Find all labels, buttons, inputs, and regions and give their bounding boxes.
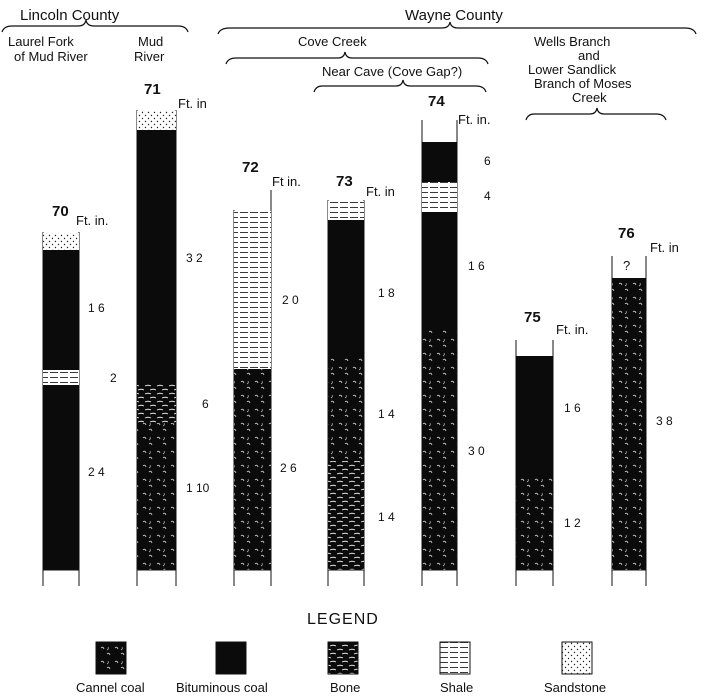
legend-label-bone: Bone	[330, 680, 360, 695]
thickness-label: 3 0	[468, 444, 485, 458]
thickness-label: 3 8	[656, 414, 673, 428]
layer-bituminous-coal	[43, 385, 79, 570]
thickness-label: 2 0	[282, 293, 299, 307]
uncertain-top-mark: ?	[623, 258, 630, 273]
layer-bituminous-coal	[328, 220, 364, 357]
thickness-label: 1 4	[378, 510, 395, 524]
section-column-72: 72 Ft in. 2 0 2 6	[233, 159, 301, 586]
column-number-72: 72	[242, 159, 259, 176]
layer-shale	[234, 211, 271, 369]
section-column-71: 71 Ft. in 3 2 6 1 10	[136, 81, 210, 586]
column-unit-75: Ft. in.	[556, 322, 589, 337]
bracket-lincoln	[1, 19, 189, 33]
layer-bone	[137, 383, 176, 423]
layer-cannel-coal	[234, 369, 271, 570]
county-label-lincoln: Lincoln County	[20, 7, 120, 24]
layer-cannel-coal	[516, 476, 553, 570]
bracket-wayne	[217, 21, 697, 35]
locality-mud-river-line2: River	[134, 49, 165, 64]
column-unit-76: Ft. in	[650, 240, 679, 255]
section-column-76: 76 Ft. in ? 3 8	[611, 225, 679, 586]
section-column-74: 74 Ft. in. 6 4 1 6 3 0	[421, 93, 491, 586]
locality-wells-line1: Wells Branch	[534, 34, 610, 49]
layer-shale	[422, 182, 457, 212]
locality-near-cave: Near Cave (Cove Gap?)	[322, 64, 462, 79]
legend-swatch-bituminous-coal	[215, 641, 247, 675]
bracket-wells	[525, 107, 667, 121]
locality-cove-creek: Cove Creek	[298, 34, 367, 49]
thickness-label: 6	[484, 154, 491, 168]
locality-laurel-fork-line2: of Mud River	[14, 49, 88, 64]
thickness-label: 1 8	[378, 286, 395, 300]
thickness-label: 1 4	[378, 407, 395, 421]
thickness-label: 1 6	[468, 259, 485, 273]
column-unit-72: Ft in.	[272, 174, 301, 189]
locality-mud-river-line1: Mud	[138, 34, 163, 49]
thickness-label: 2	[110, 371, 117, 385]
thickness-label: 1 2	[564, 516, 581, 530]
column-number-75: 75	[524, 309, 541, 326]
layer-sandstone	[43, 233, 79, 250]
section-column-70: 70 Ft. in. 1 6 2 2 4	[42, 203, 117, 586]
thickness-label: 2 6	[280, 461, 297, 475]
column-number-70: 70	[52, 203, 69, 220]
legend-title: LEGEND	[307, 611, 379, 628]
layer-shale	[43, 370, 79, 385]
layer-cannel-coal	[328, 357, 364, 461]
column-unit-74: Ft. in.	[458, 112, 491, 127]
locality-laurel-fork-line1: Laurel Fork	[8, 34, 74, 49]
legend-label-cannel-coal: Cannel coal	[76, 680, 145, 695]
locality-wells-line4: Branch of Moses	[534, 76, 632, 91]
column-number-73: 73	[336, 173, 353, 190]
locality-wells-line3: Lower Sandlick	[528, 62, 617, 77]
column-number-76: 76	[618, 225, 635, 242]
section-column-73: 73 Ft. in 1 8 1 4 1 4	[327, 173, 395, 586]
layer-cannel-coal	[612, 278, 646, 570]
bracket-near-cave	[313, 79, 487, 93]
thickness-label: 1 10	[186, 481, 210, 495]
bracket-cove-creek	[225, 51, 489, 65]
column-unit-71: Ft. in	[178, 96, 207, 111]
legend-swatch-bone	[327, 641, 359, 675]
county-label-wayne: Wayne County	[405, 7, 503, 24]
thickness-label: 6	[202, 397, 209, 411]
thickness-label: 1 6	[88, 301, 105, 315]
legend-label-shale: Shale	[440, 680, 473, 695]
layer-bone	[328, 461, 364, 570]
layer-bituminous-coal	[43, 250, 79, 370]
layer-cannel-coal	[137, 423, 176, 570]
thickness-label: 2 4	[88, 465, 105, 479]
legend-swatch-sandstone	[561, 641, 593, 675]
layer-sandstone	[137, 111, 176, 130]
locality-wells-line5: Creek	[572, 90, 607, 105]
legend-swatch-shale	[439, 641, 471, 675]
thickness-label: 3 2	[186, 251, 203, 265]
thickness-label: 4	[484, 189, 491, 203]
layer-cannel-coal	[422, 330, 457, 570]
layer-bituminous-coal	[422, 212, 457, 330]
column-number-71: 71	[144, 81, 161, 98]
thickness-label: 1 6	[564, 401, 581, 415]
legend-label-bituminous-coal: Bituminous coal	[176, 680, 268, 695]
layer-bituminous-coal	[137, 130, 176, 383]
column-number-74: 74	[428, 93, 445, 110]
legend-swatch-cannel-coal	[95, 641, 127, 675]
legend-label-sandstone: Sandstone	[544, 680, 606, 695]
column-unit-73: Ft. in	[366, 184, 395, 199]
layer-bituminous-coal	[516, 356, 553, 476]
layer-shale	[328, 201, 364, 220]
locality-wells-line2: and	[578, 48, 600, 63]
column-unit-70: Ft. in.	[76, 213, 109, 228]
section-column-75: 75 Ft. in. 1 6 1 2	[515, 309, 589, 586]
layer-bituminous-coal	[422, 142, 457, 182]
legend: LEGEND Cannel coal Bituminous coal Bone …	[76, 611, 606, 695]
